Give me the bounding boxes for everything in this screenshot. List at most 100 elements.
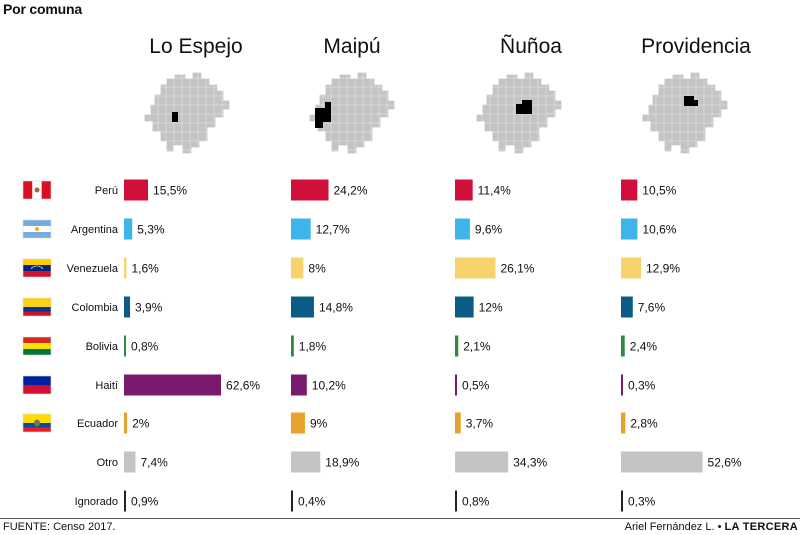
bar-providencia-peru xyxy=(621,179,638,201)
bar-nunoa-venezuela xyxy=(455,257,496,279)
bar-nunoa-colombia xyxy=(455,296,474,318)
bar-lo-espejo-ignorado xyxy=(124,490,126,512)
value-label-lo-espejo-ecuador: 2% xyxy=(132,417,150,431)
value-label-nunoa-colombia: 12% xyxy=(479,301,503,315)
value-label-maipu-argentina: 12,7% xyxy=(316,223,350,237)
value-label-lo-espejo-argentina: 5,3% xyxy=(137,223,165,237)
bar-nunoa-ignorado xyxy=(455,490,457,512)
bar-lo-espejo-otro xyxy=(124,451,136,473)
row-label-ecuador: Ecuador xyxy=(77,418,118,430)
highlighted-comuna xyxy=(684,96,698,106)
bar-maipu-colombia xyxy=(291,296,314,318)
value-label-nunoa-bolivia: 2,1% xyxy=(463,340,491,354)
bar-maipu-argentina xyxy=(291,218,311,240)
highlighted-comuna xyxy=(516,100,532,114)
bar-providencia-colombia xyxy=(621,296,633,318)
value-label-providencia-argentina: 10,6% xyxy=(642,223,676,237)
highlighted-comuna xyxy=(172,112,178,122)
value-label-maipu-colombia: 14,8% xyxy=(319,301,353,315)
column-header-maipu: Maipú xyxy=(323,35,380,58)
bar-providencia-bolivia xyxy=(621,335,625,357)
bar-providencia-ecuador xyxy=(621,412,626,434)
value-label-providencia-otro: 52,6% xyxy=(708,456,742,470)
bar-nunoa-otro xyxy=(455,451,509,473)
chart: Lo Espejo Maipú Ñuñoa Providencia Perú Argent… xyxy=(22,34,751,512)
bar-maipu-haiti xyxy=(291,374,307,396)
bolivia-flag-icon xyxy=(22,336,52,356)
column-header-providencia: Providencia xyxy=(641,35,751,58)
footer-divider xyxy=(0,518,800,519)
bar-providencia-ignorado xyxy=(621,490,623,512)
row-label-otro: Otro xyxy=(97,457,118,469)
credit: Ariel Fernández L. • LA TERCERA xyxy=(625,521,798,533)
bar-maipu-otro xyxy=(291,451,321,473)
row-label-peru: Perú xyxy=(95,185,118,197)
santiago-map-maipu xyxy=(308,71,396,155)
column-header-lo-espejo: Lo Espejo xyxy=(149,35,242,58)
bar-lo-espejo-haiti xyxy=(124,374,222,396)
bar-nunoa-peru xyxy=(455,179,473,201)
santiago-map-nunoa xyxy=(475,71,563,155)
value-label-lo-espejo-haiti: 62,6% xyxy=(226,379,260,393)
value-label-providencia-ecuador: 2,8% xyxy=(630,417,658,431)
peru-flag-icon xyxy=(22,180,52,200)
value-label-providencia-colombia: 7,6% xyxy=(638,301,666,315)
value-label-maipu-haiti: 10,2% xyxy=(312,379,346,393)
value-label-maipu-ecuador: 9% xyxy=(310,417,328,431)
row-label-colombia: Colombia xyxy=(72,302,119,314)
bar-nunoa-argentina xyxy=(455,218,470,240)
value-label-nunoa-ecuador: 3,7% xyxy=(466,417,494,431)
bar-nunoa-ecuador xyxy=(455,412,461,434)
value-label-lo-espejo-bolivia: 0,8% xyxy=(131,340,159,354)
row-label-haiti: Haití xyxy=(95,380,118,392)
source-note: FUENTE: Censo 2017. xyxy=(3,521,116,533)
bar-lo-espejo-colombia xyxy=(124,296,131,318)
santiago-map-lo-espejo xyxy=(143,71,231,155)
author-credit: Ariel Fernández L. • xyxy=(624,521,722,533)
bar-lo-espejo-venezuela xyxy=(124,257,127,279)
value-label-lo-espejo-ignorado: 0,9% xyxy=(131,495,159,509)
value-label-nunoa-peru: 11,4% xyxy=(478,184,511,198)
value-label-maipu-ignorado: 0,4% xyxy=(298,495,326,509)
value-label-lo-espejo-venezuela: 1,6% xyxy=(131,262,159,276)
value-label-lo-espejo-otro: 7,4% xyxy=(140,456,168,470)
bar-maipu-peru xyxy=(291,179,329,201)
value-label-providencia-bolivia: 2,4% xyxy=(630,340,658,354)
argentina-flag-icon xyxy=(22,219,52,239)
row-label-argentina: Argentina xyxy=(71,224,119,236)
value-label-providencia-ignorado: 0,3% xyxy=(628,495,656,509)
brand-logo-text: LA TERCERA xyxy=(724,521,798,533)
value-label-nunoa-argentina: 9,6% xyxy=(475,223,503,237)
bar-maipu-bolivia xyxy=(291,335,294,357)
value-label-lo-espejo-peru: 15,5% xyxy=(153,184,187,198)
value-label-nunoa-otro: 34,3% xyxy=(513,456,547,470)
row-label-venezuela: Venezuela xyxy=(67,263,119,275)
bar-lo-espejo-bolivia xyxy=(124,335,126,357)
bar-providencia-otro xyxy=(621,451,703,473)
bar-nunoa-bolivia xyxy=(455,335,459,357)
column-header-nunoa: Ñuñoa xyxy=(500,34,562,58)
colombia-flag-icon xyxy=(22,297,52,317)
value-label-providencia-venezuela: 12,9% xyxy=(646,262,680,276)
bar-nunoa-haiti xyxy=(455,374,457,396)
value-label-maipu-otro: 18,9% xyxy=(325,456,359,470)
bar-lo-espejo-peru xyxy=(124,179,149,201)
row-label-ignorado: Ignorado xyxy=(75,496,118,508)
value-label-maipu-venezuela: 8% xyxy=(308,262,326,276)
value-label-nunoa-venezuela: 26,1% xyxy=(500,262,534,276)
section-title: Por comuna xyxy=(3,1,82,17)
bar-providencia-argentina xyxy=(621,218,638,240)
value-label-nunoa-ignorado: 0,8% xyxy=(462,495,490,509)
bar-maipu-venezuela xyxy=(291,257,304,279)
bar-lo-espejo-ecuador xyxy=(124,412,128,434)
haiti-flag-icon xyxy=(22,375,52,395)
venezuela-flag-icon xyxy=(22,258,52,278)
bar-providencia-venezuela xyxy=(621,257,641,279)
value-label-maipu-bolivia: 1,8% xyxy=(299,340,327,354)
ecuador-flag-icon xyxy=(22,413,52,433)
value-label-providencia-peru: 10,5% xyxy=(642,184,676,198)
santiago-map-providencia xyxy=(641,71,729,155)
value-label-nunoa-haiti: 0,5% xyxy=(462,379,490,393)
value-label-providencia-haiti: 0,3% xyxy=(628,379,656,393)
bar-providencia-haiti xyxy=(621,374,623,396)
